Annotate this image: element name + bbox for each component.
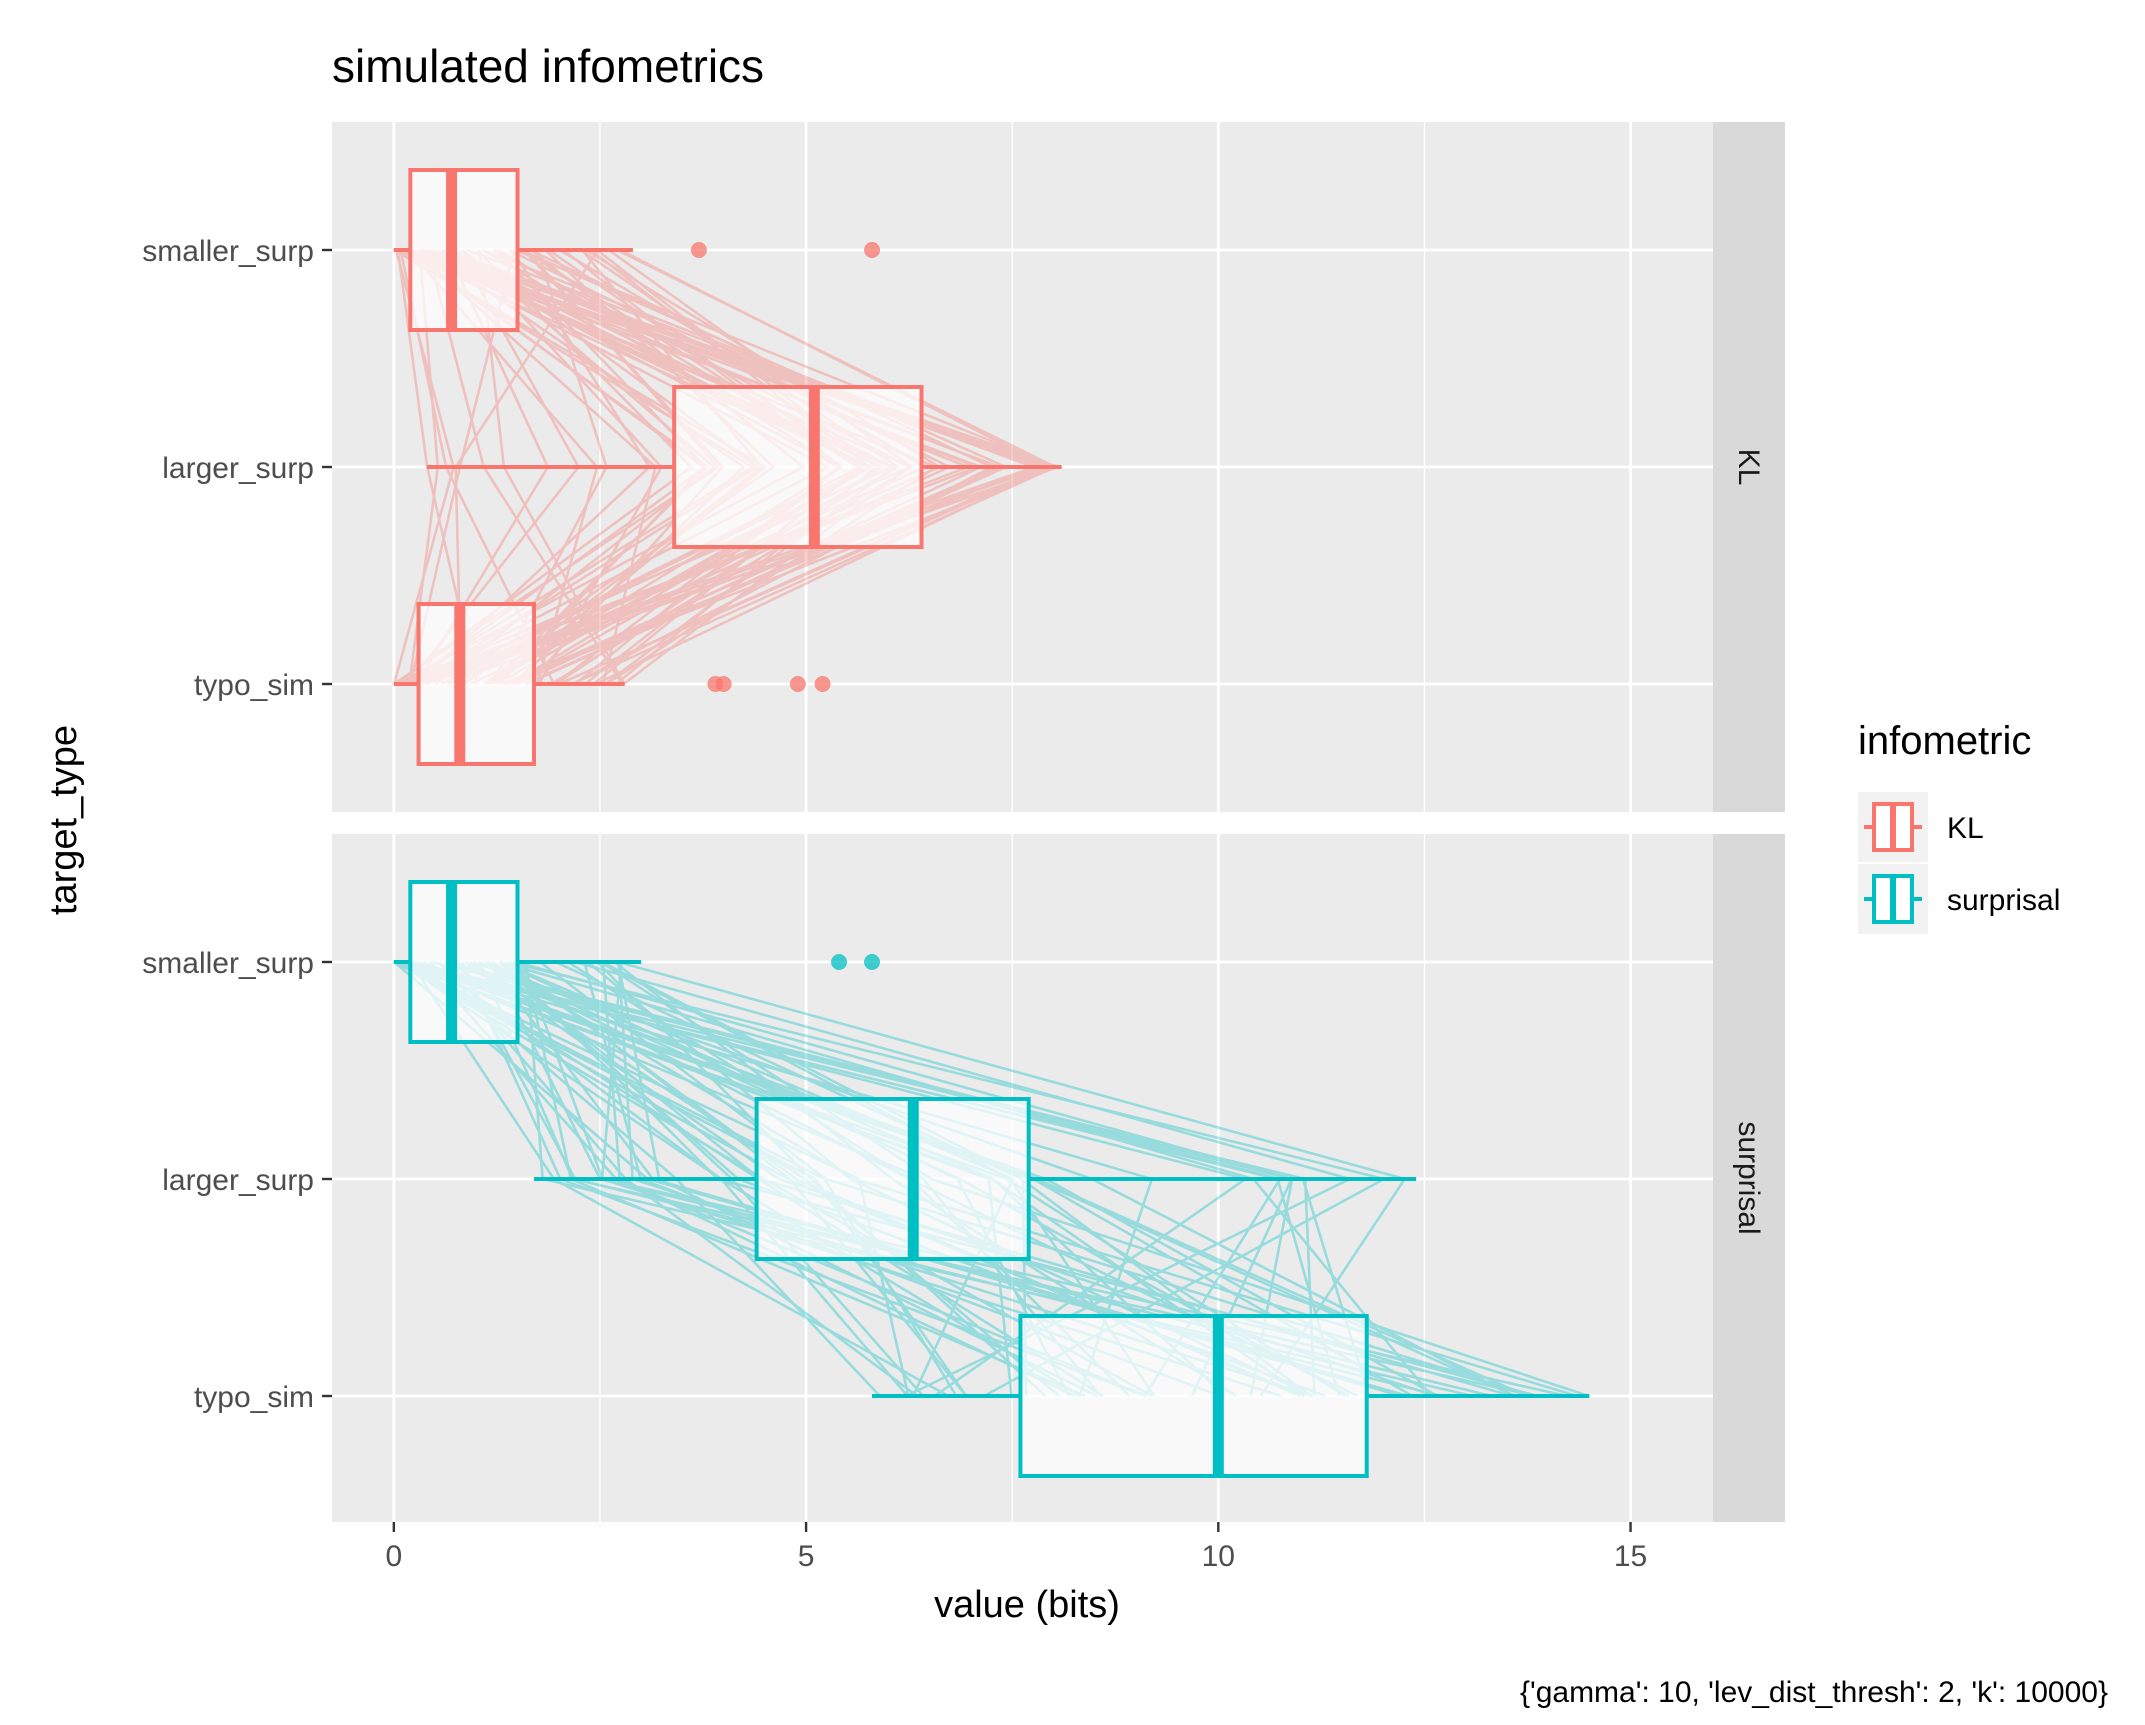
y-tick-label: larger_surp [162,1164,314,1197]
facet-strip [1713,122,1785,812]
y-tick-label: typo_sim [194,1381,314,1414]
y-tick-label: smaller_surp [142,235,314,268]
facet-panels: smaller_surplarger_surptypo_simKLsmaller… [142,122,1785,1522]
legend: infometric KL surprisal [1858,719,2060,934]
outlier-point [789,676,806,692]
y-tick-label: typo_sim [194,669,314,702]
box-iqr [1018,1314,1369,1478]
boxplot-larger_surp [426,385,1062,549]
outlier-point [690,242,707,258]
box-iqr [408,168,520,332]
boxplot-typo_sim [393,602,831,766]
outlier-point [864,242,881,258]
chart-caption: {'gamma': 10, 'lev_dist_thresh': 2, 'k':… [1520,1676,2108,1709]
boxplot-typo_sim [872,1314,1590,1478]
y-tick-label: larger_surp [162,452,314,485]
x-tick-label: 15 [1614,1540,1647,1573]
x-tick-label: 10 [1202,1540,1235,1573]
legend-label: surprisal [1947,884,2060,917]
chart-title: simulated infometrics [332,40,764,92]
legend-key-kl: KL [1858,792,1984,862]
boxplot-smaller_surp [393,880,881,1044]
legend-title: infometric [1858,719,2031,763]
legend-key-surprisal: surprisal [1858,864,2060,934]
x-axis: 0 5 10 15 [385,1522,1647,1573]
x-tick-label: 5 [798,1540,815,1573]
legend-label: KL [1947,812,1984,845]
box-iqr [672,385,924,549]
outlier-point [814,676,831,692]
facet-strip-label: surprisal [1732,1121,1765,1234]
x-tick-label: 0 [385,1540,402,1573]
box-iqr [754,1097,1031,1261]
boxplot-smaller_surp [393,168,881,332]
y-axis-title: target_type [43,725,85,915]
y-tick-label: smaller_surp [142,947,314,980]
outlier-point [864,954,881,970]
box-iqr [416,602,536,766]
facet-strip-label: KL [1732,449,1765,486]
facet-strip [1713,834,1785,1522]
x-axis-title: value (bits) [934,1584,1120,1626]
box-iqr [408,880,520,1044]
facet-panel-kl: smaller_surp larger_surp typo_sim KL [142,122,1785,812]
outlier-point [715,676,732,692]
facet-panel-surprisal: smaller_surp larger_surp typo_sim surprisal [142,834,1785,1522]
outlier-point [831,954,848,970]
boxplot-larger_surp [533,1097,1417,1261]
